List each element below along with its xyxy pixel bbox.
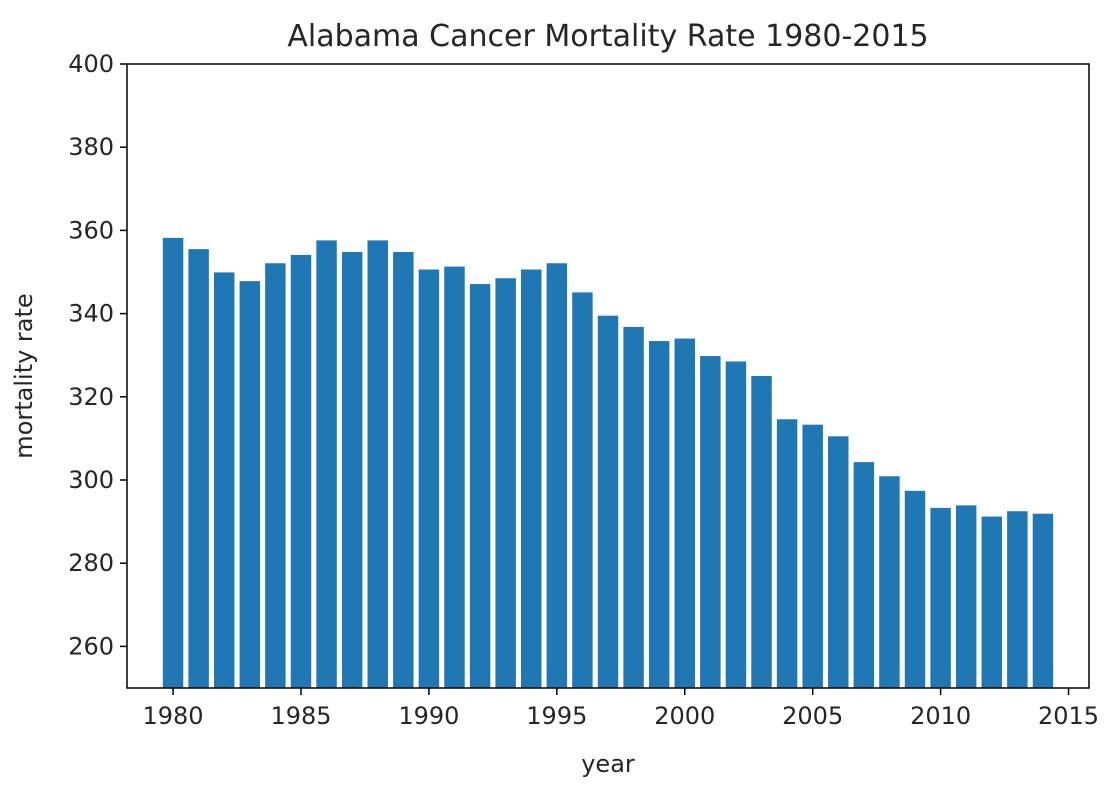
x-tick-label: 1995 [526, 702, 587, 730]
x-tick-label: 2010 [910, 702, 971, 730]
bar-1985 [290, 254, 312, 688]
x-tick-label: 2000 [654, 702, 715, 730]
bar-2014 [1032, 513, 1054, 688]
x-axis-title: year [581, 750, 635, 778]
bar-2001 [700, 356, 721, 688]
bar-1994 [521, 269, 542, 688]
x-tick-label: 2015 [1038, 702, 1099, 730]
bar-1986 [316, 240, 337, 688]
bar-2005 [802, 424, 823, 688]
y-tick-label: 400 [68, 50, 114, 78]
x-tick-label: 1990 [398, 702, 459, 730]
x-tick-label: 1985 [270, 702, 331, 730]
y-tick-label: 280 [68, 549, 114, 577]
plot-frame [126, 63, 1090, 689]
y-axis-title: mortality rate [10, 293, 38, 458]
bar-1997 [597, 315, 619, 688]
bar-2003 [751, 376, 772, 688]
bar-2002 [725, 361, 747, 688]
y-tick-label: 360 [68, 216, 114, 244]
y-tick-label: 300 [68, 466, 114, 494]
x-tick-label: 2005 [782, 702, 843, 730]
bar-1982 [213, 272, 235, 688]
bar-2012 [981, 516, 1003, 688]
bar-2011 [955, 505, 977, 688]
bar-1991 [444, 266, 465, 688]
bar-1993 [495, 278, 516, 688]
bar-2009 [904, 490, 926, 688]
y-tick-label: 320 [68, 383, 114, 411]
bar-1984 [265, 263, 286, 688]
y-tick-label: 340 [68, 300, 114, 328]
bar-2008 [879, 476, 900, 688]
bar-1983 [239, 281, 261, 688]
bar-1981 [188, 249, 209, 688]
bar-1992 [469, 284, 491, 688]
bar-1998 [623, 326, 644, 688]
bar-2007 [853, 462, 875, 688]
bar-2004 [776, 419, 798, 688]
y-tick-label: 260 [68, 632, 114, 660]
y-tick-label: 380 [68, 133, 114, 161]
bar-1988 [367, 240, 388, 688]
bar-1987 [341, 252, 363, 689]
bar-1999 [648, 341, 670, 688]
bar-1980 [162, 237, 184, 688]
chart-title: Alabama Cancer Mortality Rate 1980-2015 [287, 19, 928, 54]
bar-2000 [674, 338, 695, 688]
bar-2006 [828, 436, 849, 688]
x-tick-label: 1980 [143, 702, 204, 730]
bar-1996 [572, 292, 593, 688]
bar-1989 [393, 252, 414, 689]
bar-1995 [546, 263, 568, 688]
axes-layer: 1980 1985 1990 1995 2000 2005 2010 2015 260 280 30… [68, 50, 1099, 730]
bars-layer [162, 237, 1054, 689]
bar-2013 [1007, 511, 1028, 688]
bar-1990 [418, 269, 440, 688]
bar-2010 [930, 507, 951, 688]
